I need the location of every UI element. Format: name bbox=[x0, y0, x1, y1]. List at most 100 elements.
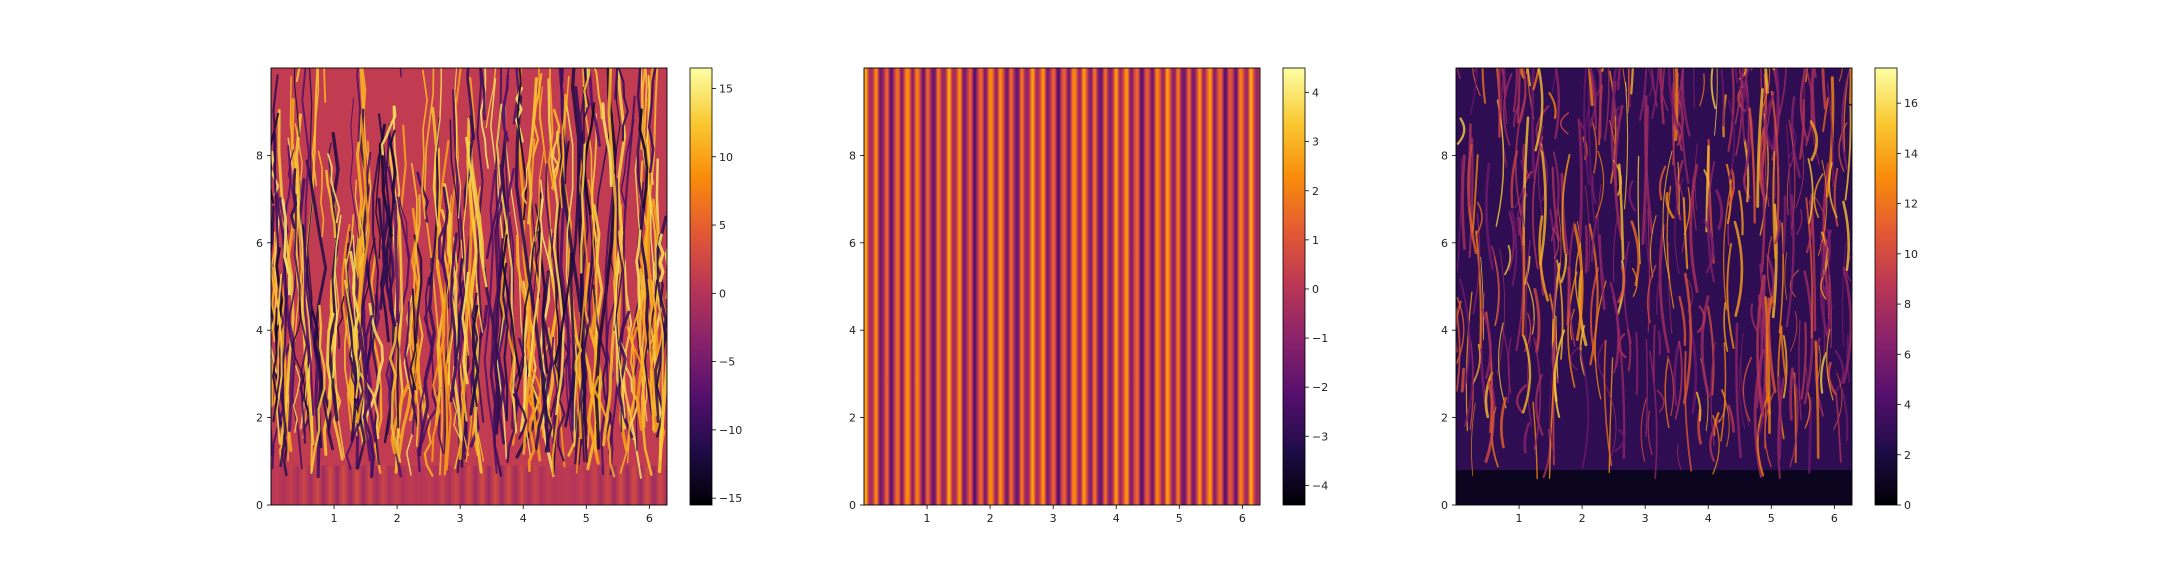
bright-streak bbox=[352, 234, 359, 381]
dark-streak bbox=[377, 113, 400, 429]
bright-streak bbox=[647, 278, 657, 417]
filament bbox=[1608, 357, 1614, 474]
dark-streak bbox=[364, 293, 381, 478]
filament bbox=[1538, 143, 1547, 266]
bright-streak bbox=[465, 136, 488, 288]
filament bbox=[1689, 163, 1699, 293]
filament bbox=[1664, 358, 1670, 429]
filament bbox=[1834, 350, 1845, 392]
bright-streak bbox=[591, 113, 598, 242]
bright-streak bbox=[462, 147, 470, 282]
filament bbox=[1480, 256, 1484, 341]
filament bbox=[1674, 340, 1683, 420]
filament bbox=[1612, 106, 1620, 130]
x-tick-label: 2 bbox=[394, 512, 401, 525]
filament bbox=[1660, 68, 1665, 104]
filament bbox=[1532, 68, 1540, 91]
bright-streak bbox=[271, 266, 282, 405]
filament bbox=[1471, 68, 1481, 97]
bright-streak bbox=[580, 143, 586, 274]
filament bbox=[1772, 150, 1777, 260]
filament bbox=[1720, 389, 1730, 448]
dark-streak bbox=[398, 196, 409, 260]
dark-streak bbox=[293, 68, 300, 138]
dark-streak bbox=[497, 167, 515, 418]
filament bbox=[1714, 68, 1718, 136]
bright-streak bbox=[583, 68, 591, 108]
bright-streak bbox=[526, 387, 536, 473]
filament bbox=[1649, 215, 1657, 278]
filament bbox=[1750, 68, 1753, 71]
heatmap-field-3 bbox=[1456, 68, 1852, 505]
filament bbox=[1584, 185, 1591, 272]
bright-streak bbox=[454, 68, 462, 219]
filament bbox=[1531, 68, 1536, 178]
filament bbox=[1826, 82, 1835, 188]
heatmap-panel-2: 1 2 3 4 5 6 0 2 4 6 8 −4 −3 −2 −1 0 1 2 3 4 bbox=[849, 67, 1328, 525]
filament bbox=[1785, 194, 1795, 328]
bright-streak bbox=[602, 68, 618, 447]
bright-streak bbox=[436, 139, 450, 476]
filament bbox=[1508, 211, 1515, 272]
filament bbox=[1809, 120, 1819, 162]
dark-streak bbox=[293, 193, 308, 436]
filament bbox=[1822, 226, 1831, 320]
filament bbox=[1591, 174, 1597, 204]
bright-streak bbox=[343, 214, 357, 423]
dark-streak bbox=[418, 276, 434, 428]
filament bbox=[1548, 363, 1556, 479]
filament bbox=[1829, 274, 1833, 349]
filament bbox=[1699, 73, 1705, 107]
filament bbox=[1712, 411, 1720, 437]
filament bbox=[1805, 200, 1813, 254]
filament bbox=[1778, 222, 1784, 334]
filament bbox=[1842, 200, 1850, 272]
x-tick-label: 5 bbox=[583, 512, 590, 525]
filament bbox=[1617, 333, 1627, 359]
dark-streak bbox=[389, 129, 397, 204]
bright-streak bbox=[326, 312, 335, 400]
initial-band bbox=[271, 465, 667, 505]
filament bbox=[1841, 68, 1851, 171]
dark-streak bbox=[301, 68, 315, 416]
dark-streak bbox=[416, 171, 429, 223]
filament bbox=[1838, 68, 1843, 82]
filament bbox=[1498, 322, 1507, 409]
dark-streak bbox=[514, 95, 550, 453]
filament bbox=[1510, 150, 1519, 209]
filament bbox=[1502, 73, 1513, 146]
filament bbox=[1567, 271, 1578, 388]
filament bbox=[1501, 68, 1506, 95]
filament bbox=[1674, 68, 1679, 142]
filament bbox=[1658, 224, 1670, 354]
filament bbox=[1600, 68, 1605, 73]
dark-streak bbox=[495, 68, 503, 423]
filament bbox=[1743, 138, 1750, 203]
y-tick-label: 4 bbox=[256, 324, 263, 337]
dark-streak bbox=[337, 296, 345, 349]
filament bbox=[1552, 323, 1557, 466]
dark-streak bbox=[453, 258, 464, 367]
filament bbox=[1498, 68, 1501, 138]
heatmap-panel-1: 1 2 3 4 5 6 0 2 4 6 8 −15 −10 −5 0 5 10 15 bbox=[256, 67, 742, 525]
filament bbox=[1737, 86, 1750, 116]
bright-streak bbox=[559, 75, 570, 209]
bright-streak bbox=[528, 231, 543, 377]
filament bbox=[1656, 389, 1665, 413]
filament bbox=[1490, 245, 1501, 325]
colorbar-tick-label: −2 bbox=[1312, 381, 1328, 394]
filament bbox=[1552, 227, 1559, 260]
y-tick-label: 6 bbox=[256, 237, 263, 250]
filament bbox=[1684, 350, 1693, 472]
filament bbox=[1728, 168, 1735, 206]
filament bbox=[1796, 209, 1803, 235]
filament bbox=[1630, 68, 1634, 95]
plot-frame bbox=[1455, 67, 1853, 506]
filament bbox=[1849, 68, 1852, 105]
filament bbox=[1589, 71, 1597, 131]
x-tick-label: 2 bbox=[987, 512, 994, 525]
dark-streak bbox=[327, 132, 340, 422]
filament bbox=[1584, 225, 1589, 274]
filament bbox=[1813, 173, 1824, 218]
filament bbox=[1742, 356, 1753, 422]
